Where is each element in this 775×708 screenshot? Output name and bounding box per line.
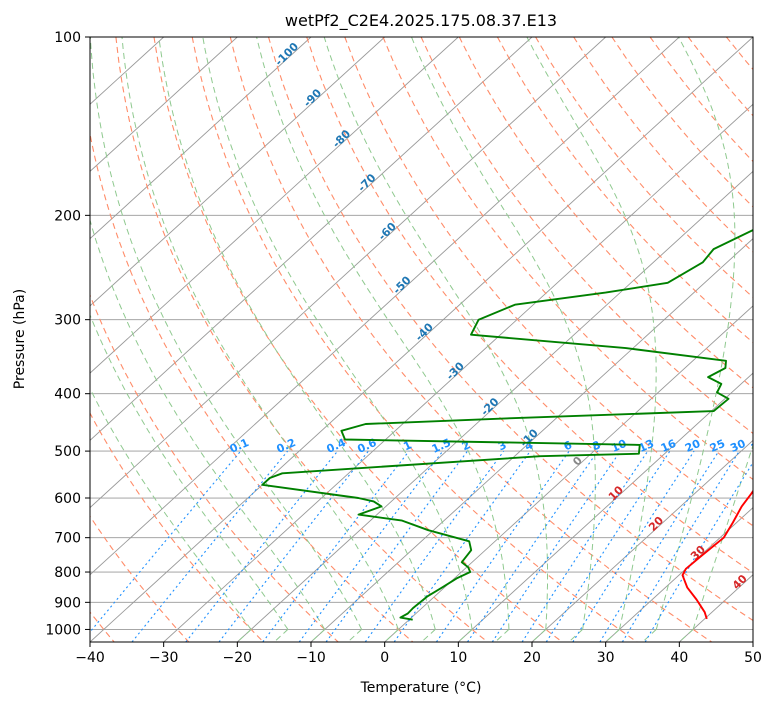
plot-frame [89,36,754,643]
mixing-ratio-label: 36 [749,437,769,455]
moist-adiabat-line [692,443,753,630]
dry-adiabat-line [267,37,753,622]
dry-adiabat-line [90,412,264,642]
isotherm-line [90,37,238,173]
isotherm-line [90,37,753,642]
moist-adiabat-line [90,313,289,630]
moist-adiabat-line [202,37,473,630]
dry-adiabat-line [153,37,563,642]
mixing-ratio-line [393,450,531,642]
moist-adiabat-line [273,629,289,642]
background-lines [90,37,775,642]
y-tick-label: 100 [54,30,81,46]
mixing-ratio-line [325,450,468,642]
x-tick-label: 20 [523,650,541,666]
mixing-ratio-line [599,450,720,642]
isotherm-line [310,238,753,642]
y-tick-label: 500 [54,444,81,460]
y-tick-label: 400 [54,387,81,403]
isotherm-line [236,170,753,642]
mixing-ratio-label: 30 [728,437,748,455]
moist-adiabat-line [457,629,473,642]
isotherm-line [531,439,753,642]
isotherm-line [90,37,386,307]
isotherm-line [90,37,680,576]
dry-adiabat-line [344,37,753,527]
axis-ticks: −40 −30 −20 −10 0 10 20 30 40 50 1000 900 800 700 600 5… [45,30,762,666]
mixing-ratio-label: 13 [637,437,656,455]
x-tick-label: 40 [670,650,688,666]
moist-adiabat-line [90,37,363,630]
temperature-profile-line [681,489,753,620]
isotherm-line [384,305,753,642]
dewpoint-profile-line [261,228,753,621]
mixing-ratio-label: 25 [708,437,727,455]
dry-adiabat-line [765,37,775,642]
dry-adiabat-line [90,131,414,642]
mixing-ratio-line [131,450,289,642]
x-tick-label: 50 [744,650,762,666]
isotherm-line [752,641,753,642]
x-tick-label: −30 [149,650,179,666]
chart-title: wetPf2_C2E4.2025.175.08.37.E13 [285,11,557,31]
y-tick-label: 200 [54,208,81,224]
isotherm-line [605,506,753,642]
moist-adiabat-line [494,629,510,642]
y-tick-label: 600 [54,491,81,507]
moist-adiabat-line [526,37,657,630]
isotherm-line [163,103,753,642]
x-tick-label: −20 [223,650,253,666]
dry-adiabat-line [458,37,753,389]
x-tick-label: 0 [380,650,389,666]
moist-adiabat-line [256,37,510,630]
mixing-ratio-line [90,450,242,633]
isotherm-line [90,37,459,374]
y-tick-label: 800 [54,565,81,581]
y-tick-label: 700 [54,531,81,547]
moist-adiabat-line [121,37,399,630]
mixing-ratio-line [621,450,740,642]
mixing-ratio-label: 10 [609,437,629,455]
moist-adiabat-line [347,629,362,642]
x-tick-label: 30 [597,650,615,666]
moist-adiabat-line [310,629,326,642]
moist-adiabat-line [323,37,548,630]
moist-adiabat-line [531,629,547,642]
moist-adiabat-line [90,387,252,630]
mixing-ratio-line [364,450,505,642]
y-tick-label: 300 [54,313,81,329]
sounding-profiles [261,228,753,621]
dry-adiabat-line [191,37,638,642]
mixing-ratio-line [262,450,410,642]
moist-adiabat-line [678,629,694,642]
x-tick-label: −40 [75,650,105,666]
x-tick-label: −10 [296,650,326,666]
moist-adiabat-line [568,629,583,642]
moist-adiabat-line [655,37,736,630]
moist-adiabat-line [236,629,252,642]
y-tick-label: 1000 [45,622,81,638]
mixing-ratio-line [545,450,671,642]
dry-adiabat-line [115,37,488,642]
moist-adiabat-line [642,629,657,642]
dry-adiabat-line [90,293,339,642]
mixing-ratio-label: 16 [659,437,679,455]
moist-adiabat-line [158,37,436,630]
moist-adiabat-line [605,629,620,642]
isotherm-line [90,37,533,441]
dry-adiabat-line [420,37,753,435]
x-axis-label: Temperature (°C) [360,680,482,696]
y-axis-label: Pressure (hPa) [12,289,28,389]
isotherm-line [457,372,753,642]
moist-adiabat-line [421,629,436,642]
isotherm-line [90,37,607,509]
y-tick-label: 900 [54,595,81,611]
moist-adiabat-line [384,629,399,642]
mixing-ratio-label: 20 [683,437,703,455]
x-tick-label: 10 [449,650,467,666]
isotherm-line [90,37,312,240]
mixing-ratio-line [521,450,649,642]
moist-adiabat-line [411,37,596,630]
